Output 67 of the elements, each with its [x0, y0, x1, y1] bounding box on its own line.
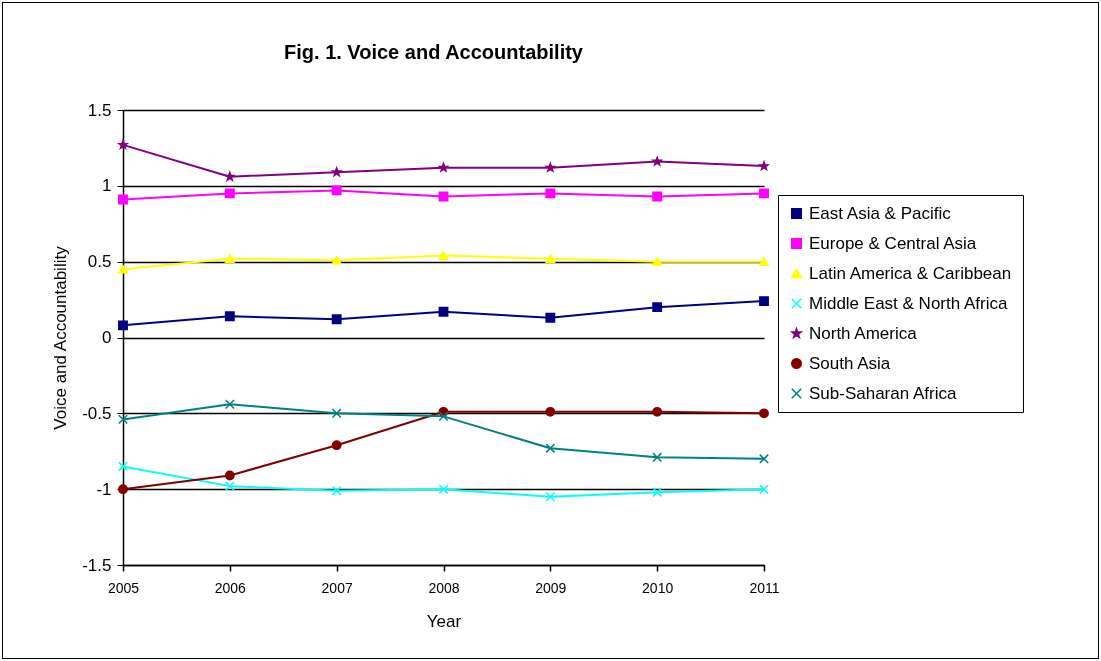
legend-label: East Asia & Pacific [809, 203, 952, 223]
point [652, 406, 663, 417]
point [331, 485, 342, 496]
x-tick-label: 2009 [535, 579, 567, 596]
y-tick-label: 0.5 [87, 252, 112, 272]
point [331, 167, 342, 177]
point [438, 251, 449, 260]
y-tick-label: -1 [96, 479, 112, 499]
point [224, 311, 235, 322]
legend-label: Middle East & North Africa [809, 293, 1008, 313]
point [652, 257, 663, 267]
x-tick-label: 2006 [214, 579, 247, 596]
point [224, 188, 235, 199]
x-tick-label: 2005 [107, 579, 140, 596]
point [545, 162, 556, 172]
legend-label: South Asia [809, 353, 891, 373]
point [545, 254, 556, 264]
point [759, 161, 769, 171]
point [118, 461, 128, 472]
y-tick-label: 1 [102, 176, 112, 196]
point [438, 484, 449, 495]
point [652, 487, 663, 498]
y-tick-label: 1.5 [87, 100, 112, 120]
point [118, 194, 128, 205]
point [652, 452, 663, 463]
legend-label: Europe & Central Asia [809, 233, 977, 253]
point [438, 306, 449, 317]
point [224, 254, 235, 264]
y-axis-title: Voice and Accountability [51, 245, 71, 430]
point [759, 296, 769, 307]
point [224, 399, 235, 410]
legend-label: North America [809, 323, 918, 343]
point [118, 320, 128, 331]
point [652, 302, 663, 313]
chart-title: Fig. 1. Voice and Accountability [284, 41, 584, 63]
point [331, 185, 342, 196]
y-tick-label: -1.5 [82, 555, 112, 575]
point [118, 139, 128, 150]
point [331, 440, 342, 451]
point [545, 312, 556, 323]
point [759, 484, 769, 495]
point [545, 491, 556, 502]
point [438, 162, 449, 172]
point [225, 171, 235, 181]
point [224, 481, 235, 492]
point [331, 255, 342, 265]
point [545, 188, 556, 199]
point [545, 443, 556, 454]
point [759, 188, 769, 199]
x-tick-label: 2011 [749, 579, 780, 596]
point [545, 406, 556, 417]
point [652, 191, 663, 202]
x-axis-title: Year [426, 611, 462, 631]
x-tick-label: 2007 [321, 579, 353, 596]
point [331, 408, 342, 419]
legend-label: Latin America & Caribbean [809, 263, 1012, 283]
point [438, 411, 449, 422]
y-tick-label: 0 [102, 328, 112, 347]
legend-label: Sub-Saharan Africa [809, 383, 957, 403]
point [331, 314, 342, 325]
point [759, 257, 769, 267]
y-tick-label: -0.5 [82, 403, 112, 423]
x-tick-label: 2008 [428, 579, 460, 596]
point [224, 470, 235, 481]
x-tick-label: 2010 [642, 579, 674, 596]
point [759, 408, 769, 419]
point [759, 453, 769, 464]
